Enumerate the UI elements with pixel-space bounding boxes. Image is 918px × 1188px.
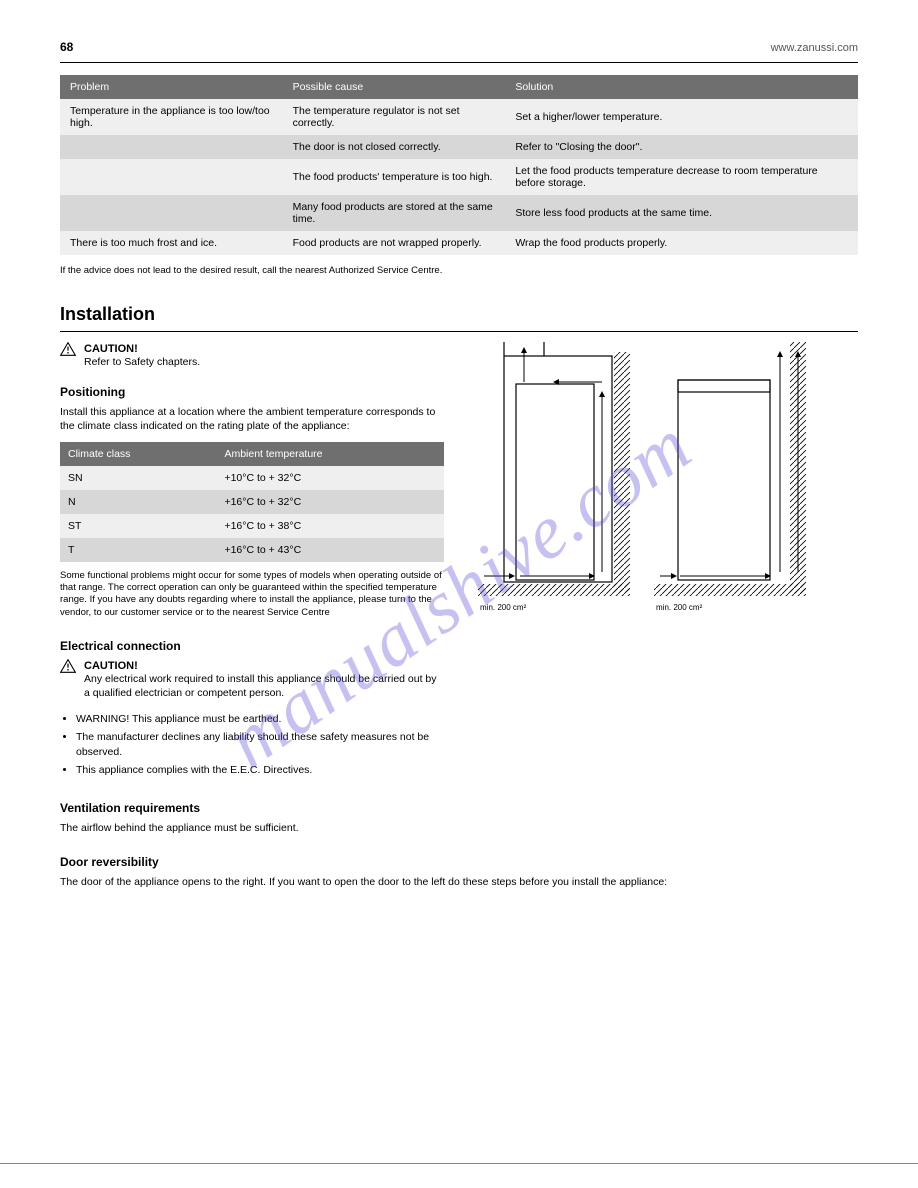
table-row: ST+16°C to + 38°C bbox=[60, 514, 444, 538]
page-number: 68 bbox=[60, 40, 73, 54]
positioning-title: Positioning bbox=[60, 385, 444, 399]
caution-row-1: CAUTION! Refer to Safety chapters. bbox=[60, 342, 444, 377]
table-cell: Store less food products at the same tim… bbox=[505, 195, 858, 231]
table-cell: Refer to "Closing the door". bbox=[505, 135, 858, 159]
table-cell: +16°C to + 38°C bbox=[216, 514, 444, 538]
climate-note: Some functional problems might occur for… bbox=[60, 570, 444, 619]
ventilation-text: The airflow behind the appliance must be… bbox=[60, 821, 858, 835]
list-item: The manufacturer declines any liability … bbox=[76, 730, 444, 758]
door-reversal-text: The door of the appliance opens to the r… bbox=[60, 875, 858, 889]
table-row: Temperature in the appliance is too low/… bbox=[60, 99, 858, 135]
table-cell: There is too much frost and ice. bbox=[60, 231, 283, 255]
col-solution: Solution bbox=[505, 75, 858, 99]
list-item: This appliance complies with the E.E.C. … bbox=[76, 763, 444, 777]
troubleshoot-note: If the advice does not lead to the desir… bbox=[60, 265, 858, 276]
install-right-col: min. 200 cm² min. 200 cm² bbox=[474, 342, 858, 781]
table-cell: Food products are not wrapped properly. bbox=[283, 231, 506, 255]
installation-heading: Installation bbox=[60, 304, 858, 325]
install-two-col: CAUTION! Refer to Safety chapters. Posit… bbox=[60, 342, 858, 781]
caution-label-1: CAUTION! bbox=[84, 343, 200, 355]
header-rule bbox=[60, 62, 858, 63]
table-row: T+16°C to + 43°C bbox=[60, 538, 444, 562]
table-cell bbox=[60, 135, 283, 159]
table-cell: N bbox=[60, 490, 216, 514]
table-cell: The door is not closed correctly. bbox=[283, 135, 506, 159]
table-cell: T bbox=[60, 538, 216, 562]
table-cell: The food products' temperature is too hi… bbox=[283, 159, 506, 195]
electrical-title: Electrical connection bbox=[60, 639, 444, 653]
table-cell: SN bbox=[60, 466, 216, 490]
warning-triangle-icon bbox=[60, 659, 76, 673]
connection-points-list: WARNING! This appliance must be earthed.… bbox=[60, 712, 444, 777]
table-cell: Wrap the food products properly. bbox=[505, 231, 858, 255]
table-cell: +16°C to + 43°C bbox=[216, 538, 444, 562]
page-footer bbox=[0, 1163, 918, 1168]
table-row: The food products' temperature is too hi… bbox=[60, 159, 858, 195]
climate-col-temp: Ambient temperature bbox=[216, 442, 444, 466]
col-cause: Possible cause bbox=[283, 75, 506, 99]
table-cell: Set a higher/lower temperature. bbox=[505, 99, 858, 135]
climate-table: Climate class Ambient temperature SN+10°… bbox=[60, 442, 444, 562]
table-row: The door is not closed correctly.Refer t… bbox=[60, 135, 858, 159]
troubleshoot-table: Problem Possible cause Solution Temperat… bbox=[60, 75, 858, 255]
list-item: WARNING! This appliance must be earthed. bbox=[76, 712, 444, 726]
table-cell: Let the food products temperature decrea… bbox=[505, 159, 858, 195]
table-cell: The temperature regulator is not set cor… bbox=[283, 99, 506, 135]
ventilation-diagram-builtin: min. 200 cm² bbox=[474, 342, 634, 612]
header-url: www.zanussi.com bbox=[771, 42, 858, 54]
table-cell: Many food products are stored at the sam… bbox=[283, 195, 506, 231]
ventilation-title: Ventilation requirements bbox=[60, 801, 858, 815]
installation-rule bbox=[60, 331, 858, 332]
positioning-text: Install this appliance at a location whe… bbox=[60, 405, 444, 433]
caution-label-2: CAUTION! bbox=[84, 660, 444, 672]
warning-triangle-icon bbox=[60, 342, 76, 356]
table-cell: +10°C to + 32°C bbox=[216, 466, 444, 490]
caution-text-1: Refer to Safety chapters. bbox=[84, 355, 200, 369]
table-row: Many food products are stored at the sam… bbox=[60, 195, 858, 231]
table-row: SN+10°C to + 32°C bbox=[60, 466, 444, 490]
caution-row-2: CAUTION! Any electrical work required to… bbox=[60, 659, 444, 708]
table-cell bbox=[60, 159, 283, 195]
table-row: N+16°C to + 32°C bbox=[60, 490, 444, 514]
table-row: There is too much frost and ice.Food pro… bbox=[60, 231, 858, 255]
dim-label-1: min. 200 cm² bbox=[480, 603, 527, 612]
page-header: 68 www.zanussi.com bbox=[60, 40, 858, 54]
table-cell bbox=[60, 195, 283, 231]
door-reversal-title: Door reversibility bbox=[60, 855, 858, 869]
table-cell: ST bbox=[60, 514, 216, 538]
caution-text-2: Any electrical work required to install … bbox=[84, 672, 444, 700]
col-problem: Problem bbox=[60, 75, 283, 99]
table-cell: +16°C to + 32°C bbox=[216, 490, 444, 514]
dim-label-2: min. 200 cm² bbox=[656, 603, 703, 612]
table-cell: Temperature in the appliance is too low/… bbox=[60, 99, 283, 135]
install-left-col: CAUTION! Refer to Safety chapters. Posit… bbox=[60, 342, 444, 781]
climate-col-class: Climate class bbox=[60, 442, 216, 466]
ventilation-diagram-freestanding: min. 200 cm² bbox=[650, 342, 810, 612]
